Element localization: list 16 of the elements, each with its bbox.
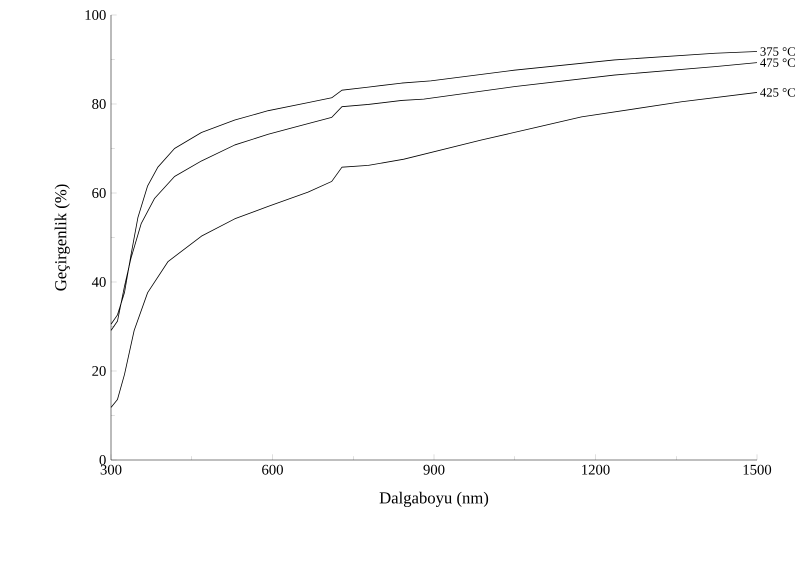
y-tick-label: 20 — [92, 366, 106, 376]
y-tick-label: 100 — [86, 10, 106, 20]
x-tick-label: 1500 — [744, 464, 772, 475]
y-tick-label: 80 — [92, 99, 106, 109]
x-tick-label: 1200 — [582, 464, 610, 475]
x-tick-label: 300 — [100, 464, 122, 475]
series-label: 425 °C — [760, 88, 795, 97]
x-tick-label: 900 — [423, 464, 444, 475]
series-label: 475 °C — [760, 58, 795, 67]
x-tick-label: 600 — [262, 464, 283, 475]
x-axis-title: Dalgaboyu (nm) — [380, 492, 488, 507]
y-tick-label: 60 — [92, 188, 106, 198]
y-axis-title: Geçirgenlik (%) — [54, 184, 70, 291]
y-tick-label: 40 — [92, 277, 106, 287]
series-label: 375 °C — [760, 47, 795, 56]
y-tick-label: 0 — [100, 455, 106, 465]
